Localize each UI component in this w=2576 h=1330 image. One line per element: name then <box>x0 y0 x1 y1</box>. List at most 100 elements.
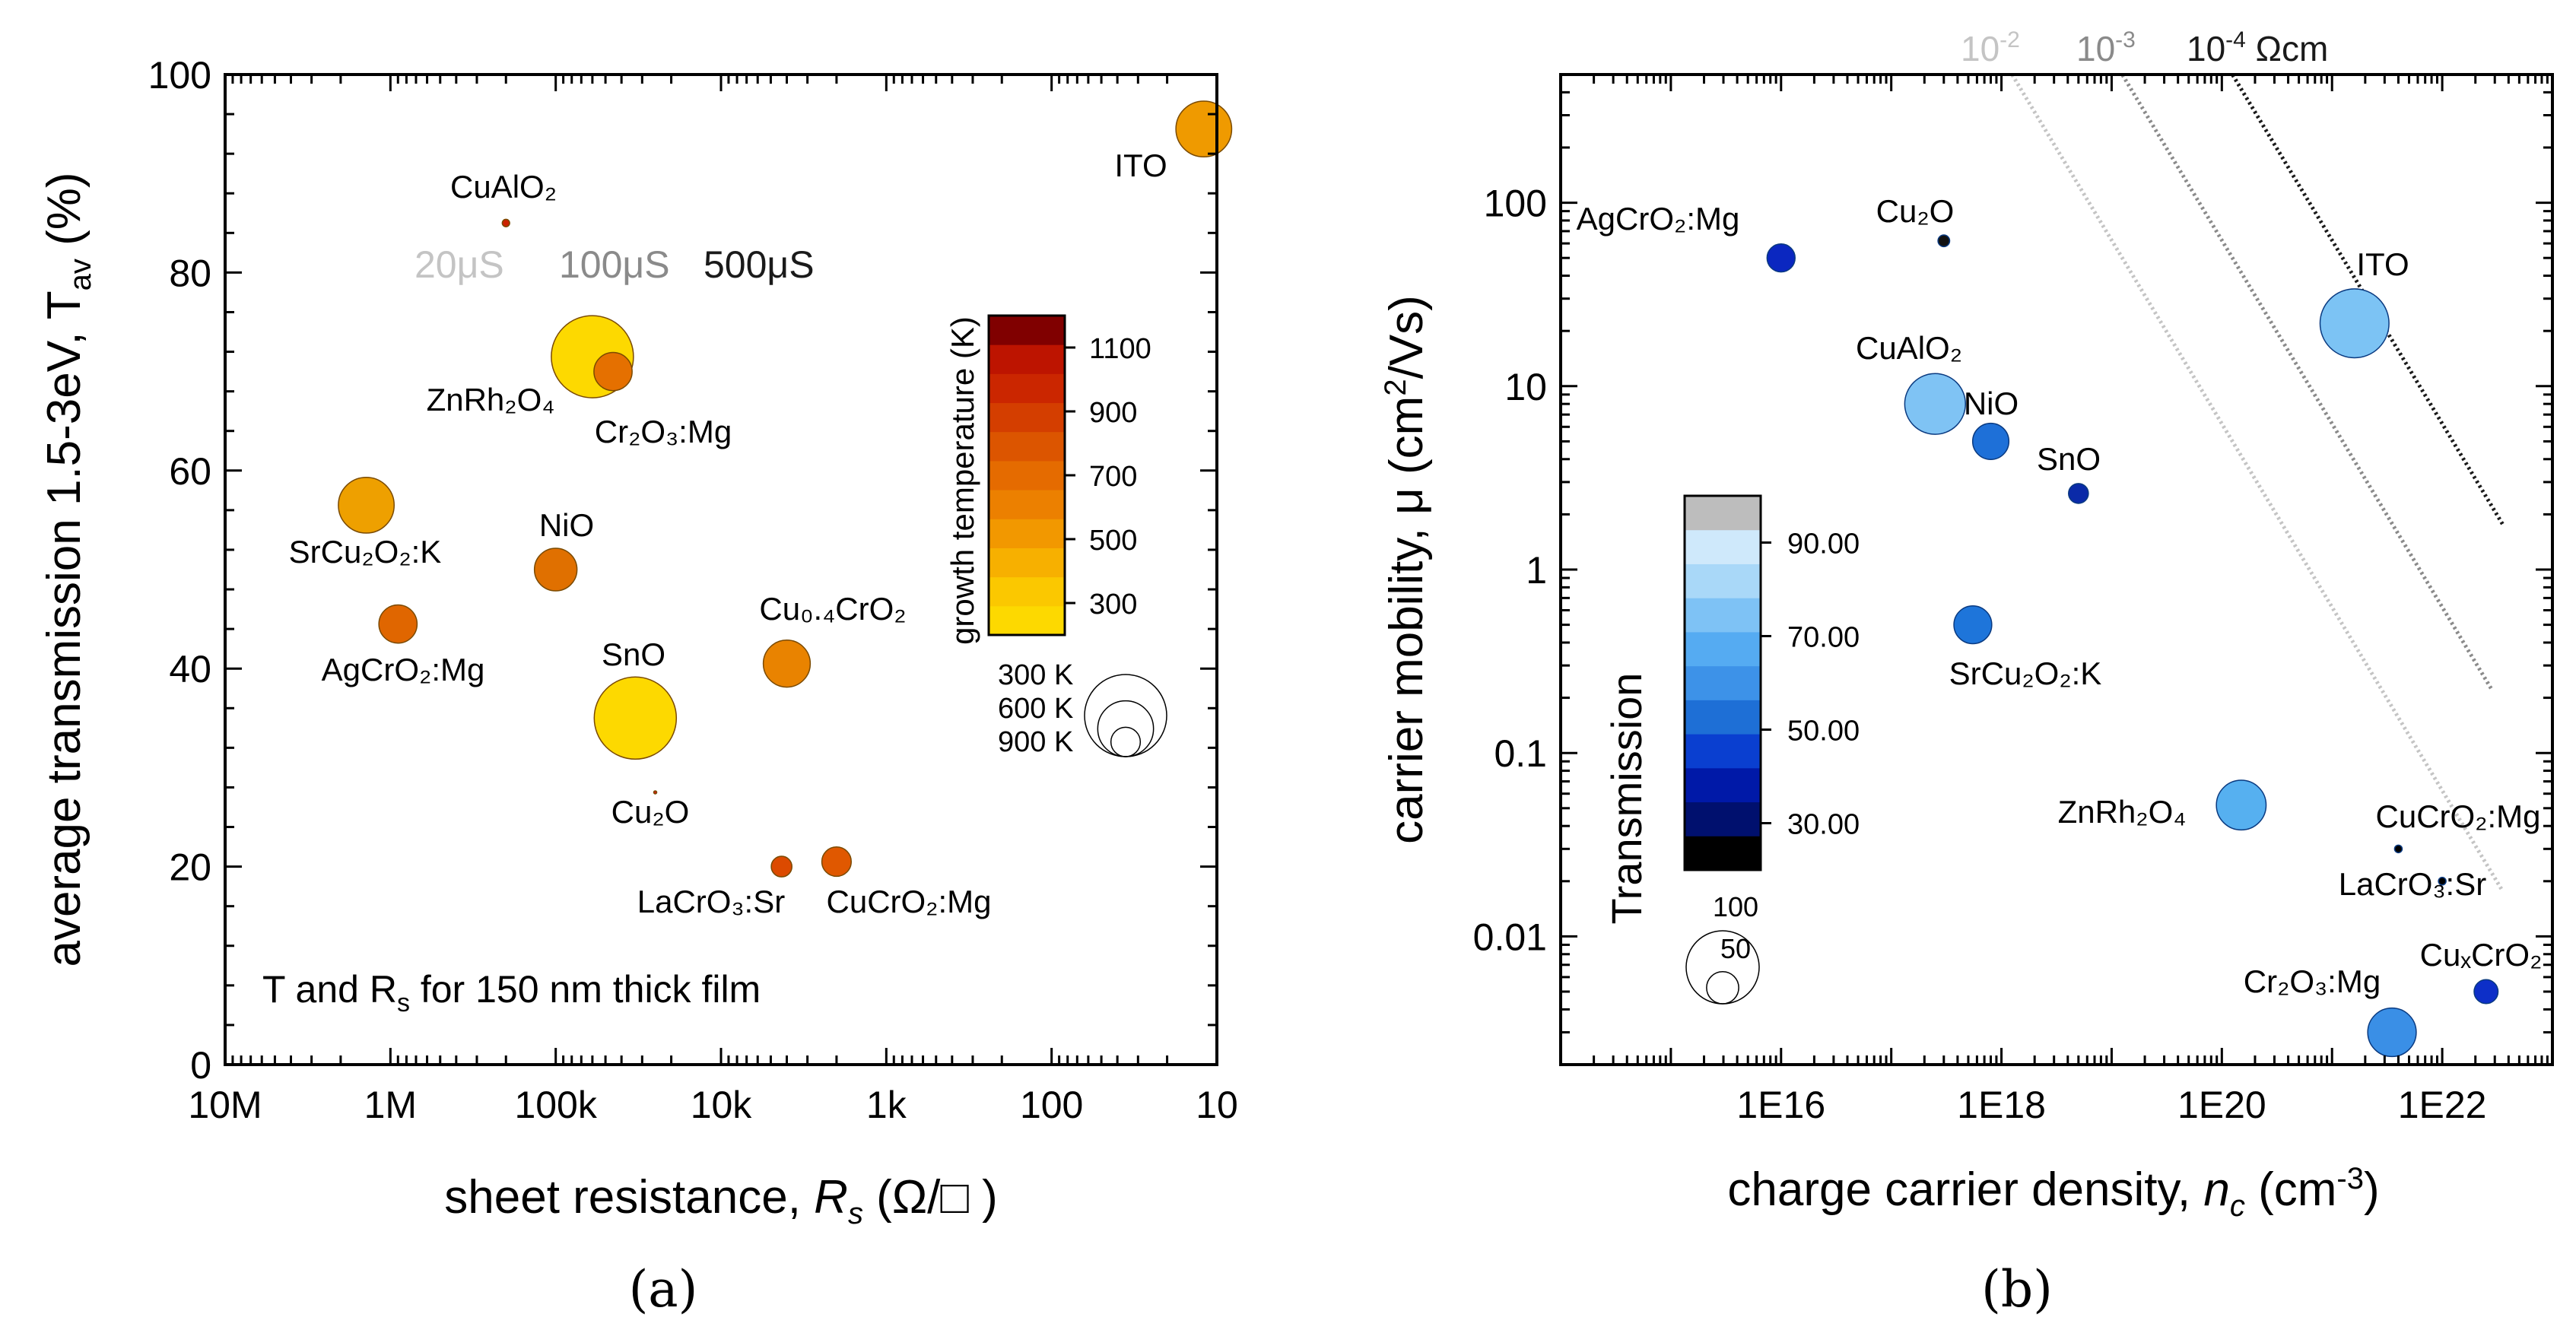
panel-a-y-tick-label: 80 <box>169 252 211 294</box>
panel-a-colorbar-swatch <box>989 373 1065 404</box>
panel-a-colorbar-swatch <box>989 344 1065 374</box>
panel-a-x-tick-label: 10k <box>691 1084 753 1126</box>
panel-a-x-tick-label: 1k <box>866 1084 907 1126</box>
panel-a-size-legend-circle <box>1084 674 1167 757</box>
panel-a-colorbar-tick-label: 900 <box>1089 397 1137 429</box>
panel-b-data-point <box>1953 605 1993 645</box>
panel-b-point-label: SnO <box>2037 441 2101 477</box>
panel-a-y-tick-label: 20 <box>169 846 211 889</box>
panel-a-colorbar-tick-label: 1100 <box>1089 333 1151 365</box>
panel-a-size-legend-circle <box>1110 726 1142 757</box>
panel-a-y-tick-label: 100 <box>148 54 211 97</box>
panel-a-colorbar-swatch <box>989 519 1065 548</box>
panel-a-size-legend-circle <box>1097 700 1155 757</box>
panel-a-point-label: Cu₀.₄CrO₂ <box>759 591 906 627</box>
panel-b-colorbar-swatch <box>1685 836 1761 871</box>
panel-a-colorbar-swatch <box>989 431 1065 462</box>
panel-a-colorbar-swatch <box>989 548 1065 578</box>
panel-a-point-label: Cr₂O₃:Mg <box>595 414 732 449</box>
panel-a-point-label: ZnRh₂O₄ <box>427 382 555 417</box>
panel-b-colorbar-swatch <box>1685 631 1761 667</box>
panel-b-x-axis-label: charge carrier density, nc (cm-3) <box>1727 1162 2379 1223</box>
panel-b-data-point <box>1904 373 1967 435</box>
panel-b-resistivity-label: 10-2 <box>1961 27 2020 68</box>
panel-b-resistivity-line <box>2120 75 2494 691</box>
panel-b-colorbar: 30.00 50.00 70.00 90.00 <box>1683 494 1860 871</box>
panel-b-size-legend-circle <box>1706 971 1739 1005</box>
panel-b-point-label: SrCu₂O₂:K <box>1949 655 2102 691</box>
panel-a-y-tick-label: 40 <box>169 648 211 690</box>
panel-b-x-tick-label: 1E20 <box>2177 1084 2266 1126</box>
panel-b-y-tick-label: 100 <box>1484 183 1547 225</box>
panel-b-colorbar-tick-label: 30.00 <box>1787 809 1860 841</box>
panel-b-colorbar-swatch <box>1685 801 1761 836</box>
panel-b-data-point <box>2068 483 2089 504</box>
panel-b-resistivity-label: 10-3 <box>2076 27 2136 68</box>
panel-a-data-point <box>762 640 812 688</box>
panel-b-colorbar-swatch <box>1685 598 1761 633</box>
panel-a-x-axis-label: sheet resistance, Rs (Ω/□ ) <box>444 1171 997 1230</box>
panel-b-size-legend-label: 100 <box>1713 891 1758 922</box>
panel-a-conductance-label: 100μS <box>559 243 670 286</box>
panel-a-point-label: SrCu₂O₂:K <box>289 534 442 570</box>
panel-a-colorbar-swatch <box>989 605 1065 636</box>
panel-a-data-point <box>770 855 792 878</box>
panel-b-point-label: CuₓCrO₂ <box>2420 937 2543 973</box>
panel-b-colorbar-swatch <box>1685 700 1761 735</box>
panel-b-colorbar-tick-label: 70.00 <box>1787 622 1860 654</box>
panel-a-point-label: LaCrO₃:Sr <box>637 884 785 919</box>
panel-a-y-tick-label: 60 <box>169 450 211 493</box>
panel-b-y-tick-label: 0.1 <box>1494 732 1547 775</box>
panel-b-colorbar-swatch <box>1685 496 1761 531</box>
panel-a-colorbar-swatch <box>989 460 1065 490</box>
panel-a-point-label: ITO <box>1114 148 1167 183</box>
panel-b-colorbar-swatch <box>1685 529 1761 564</box>
panel-a-point-label: SnO <box>602 636 665 672</box>
panel-b-colorbar-title: Transmission <box>1602 673 1650 925</box>
panel-a-x-tick-label: 10M <box>188 1084 262 1126</box>
panel-b-colorbar-tick-label: 90.00 <box>1787 529 1860 560</box>
panel-a-size-legend-label: 900 K <box>998 726 1073 758</box>
panel-b-point-label: Cu₂O <box>1876 193 1955 229</box>
panel-b-x-tick-label: 1E18 <box>1957 1084 2046 1126</box>
panel-a-conductance-label: 500μS <box>704 243 815 286</box>
panel-a-colorbar-swatch <box>989 490 1065 519</box>
panel-a-colorbar: 300 500 700 900 1100 <box>987 314 1151 636</box>
panel-b-caption: (b) <box>1981 1260 2053 1319</box>
panel-a-colorbar-swatch <box>989 576 1065 607</box>
panel-a-point-label: CuCrO₂:Mg <box>827 884 992 919</box>
panel-a-data-point <box>338 476 395 534</box>
panel-b-point-label: CuCrO₂:Mg <box>2376 798 2541 834</box>
panel-a-data-point <box>593 351 633 392</box>
panel-b-y-axis-label: carrier mobility, μ (cm2/Vs) <box>1379 295 1433 844</box>
panel-a-film-annotation: T and Rs for 150 nm thick film <box>262 968 761 1017</box>
panel-b-point-label: LaCrO₃:Sr <box>2339 866 2486 902</box>
panel-b-point-label: Cr₂O₃:Mg <box>2244 963 2381 999</box>
panel-a-y-tick-label: 0 <box>190 1044 211 1087</box>
panel-b-resistivity-line <box>2230 75 2505 526</box>
panel-a-point-label: AgCrO₂:Mg <box>322 652 485 687</box>
panel-b-data-point <box>2319 288 2390 359</box>
panel-b-data-point <box>2215 779 2267 831</box>
panel-a-x-tick-label: 100 <box>1020 1084 1083 1126</box>
panel-a-data-point <box>1175 100 1233 158</box>
panel-a-point-label: CuAlO₂ <box>450 169 557 205</box>
panel-a-data-point <box>378 604 418 644</box>
panel-b-axes: 1E16 1E18 1E20 1E22 0.01 0.1 1 10 100 <box>1473 73 2552 1126</box>
panel-b-resistivity-labels: 10-2 10-3 10-4 Ωcm <box>1961 27 2328 68</box>
panel-a-points: ITO CuAlO₂ ZnRh₂O₄ Cr₂O₃:Mg SrCu₂O₂:K NiO AgCr… <box>289 100 1233 919</box>
panel-b-point-label: NiO <box>1964 386 2019 421</box>
panel-b-y-tick-label: 10 <box>1504 366 1547 408</box>
panel-b-point-label: ITO <box>2356 246 2409 282</box>
panel-a-y-axis-label: average transmission 1.5-3eV, Tav (%) <box>38 172 97 967</box>
panel-b-data-point <box>1766 243 1796 273</box>
panel-a-colorbar-swatch <box>989 316 1065 345</box>
panel-b-point-label: AgCrO₂:Mg <box>1577 201 1740 236</box>
panel-b-colorbar-swatch <box>1685 563 1761 598</box>
panel-b-data-point <box>2367 1007 2417 1058</box>
